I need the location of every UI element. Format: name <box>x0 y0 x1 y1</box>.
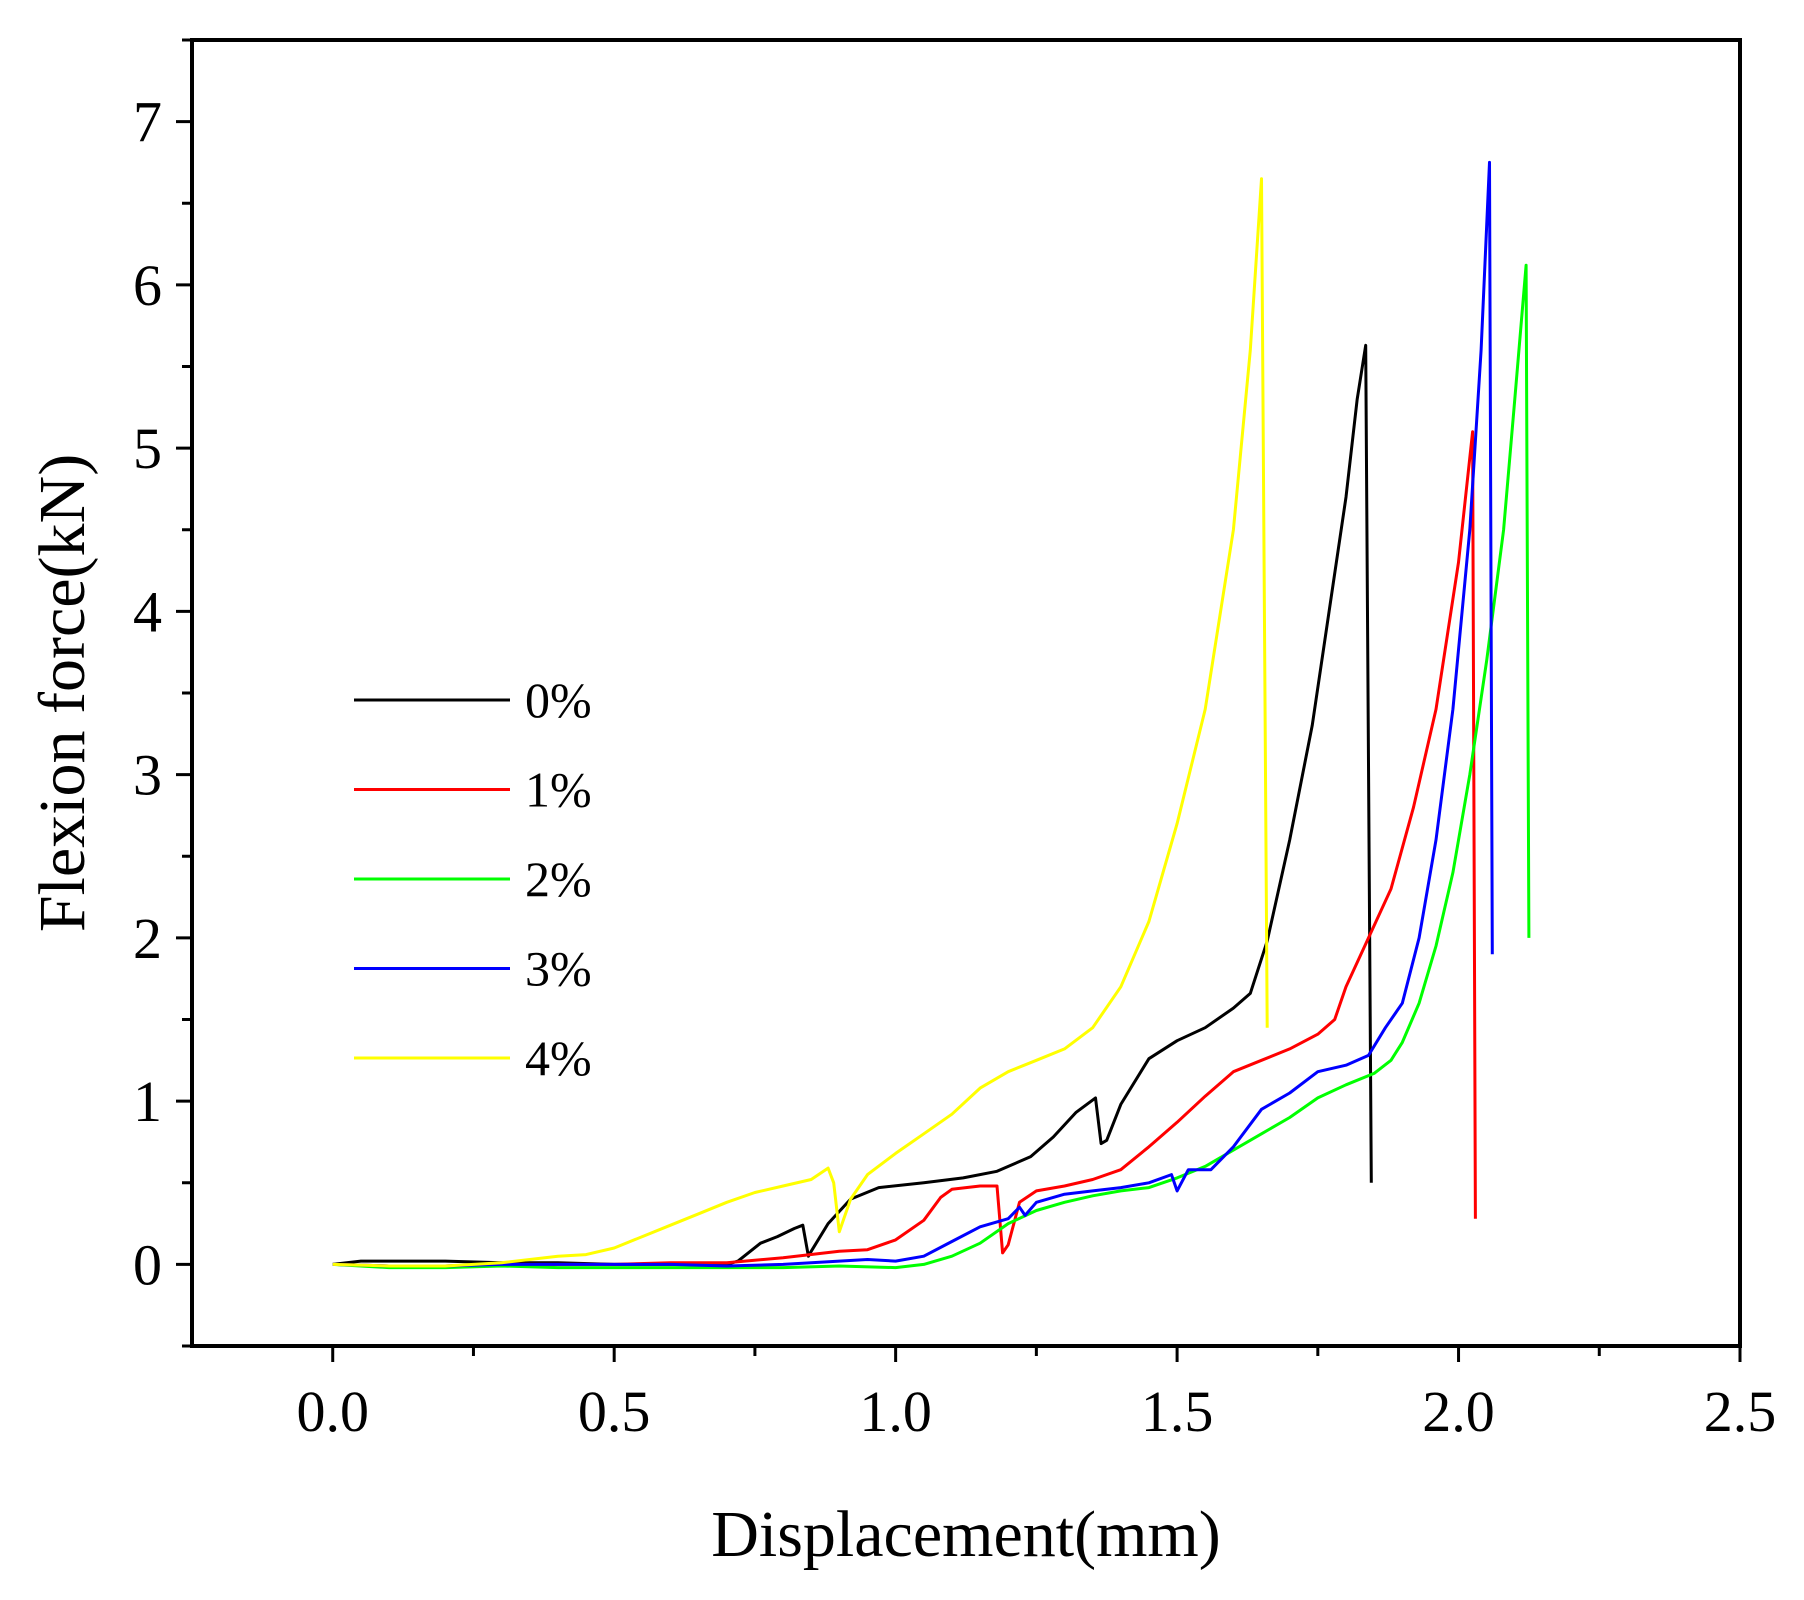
series-line-0 <box>332 343 1373 1266</box>
y-tick-label: 6 <box>133 253 162 318</box>
x-tick-label: 2.5 <box>1704 1379 1777 1444</box>
x-tick-label: 1.5 <box>1141 1379 1214 1444</box>
y-tick-label: 5 <box>133 416 162 481</box>
series-line-2 <box>332 263 1531 1270</box>
y-tick-label: 7 <box>133 90 162 155</box>
y-tick-label: 0 <box>133 1232 162 1297</box>
y-tick-label: 2 <box>133 906 162 971</box>
axis-ticks: 0.0 0.5 1.0 1.5 2.0 2.5 0 1 2 3 4 5 6 7 <box>133 38 1777 1444</box>
series-layer <box>332 160 1531 1270</box>
legend-label: 3% <box>525 941 592 997</box>
legend-label: 2% <box>525 851 592 907</box>
x-tick-label: 2.0 <box>1422 1379 1495 1444</box>
x-tick-label: 0.0 <box>296 1379 369 1444</box>
x-tick-label: 1.0 <box>859 1379 932 1444</box>
legend-label: 1% <box>525 762 592 818</box>
y-axis-title: Flexion force(kN) <box>26 454 99 932</box>
plot-frame <box>190 38 1742 1348</box>
x-axis-title: Displacement(mm) <box>711 1498 1221 1571</box>
series-line-3 <box>332 160 1494 1268</box>
y-tick-label: 3 <box>133 743 162 808</box>
series-line-1 <box>332 430 1477 1268</box>
y-tick-label: 1 <box>133 1069 162 1134</box>
legend-label: 4% <box>525 1030 592 1086</box>
y-tick-label: 4 <box>133 579 162 644</box>
legend-label: 0% <box>525 672 592 728</box>
series-line-4 <box>332 177 1269 1268</box>
x-tick-label: 0.5 <box>578 1379 651 1444</box>
legend: 0% 1% 2% 3% 4% <box>354 672 592 1086</box>
